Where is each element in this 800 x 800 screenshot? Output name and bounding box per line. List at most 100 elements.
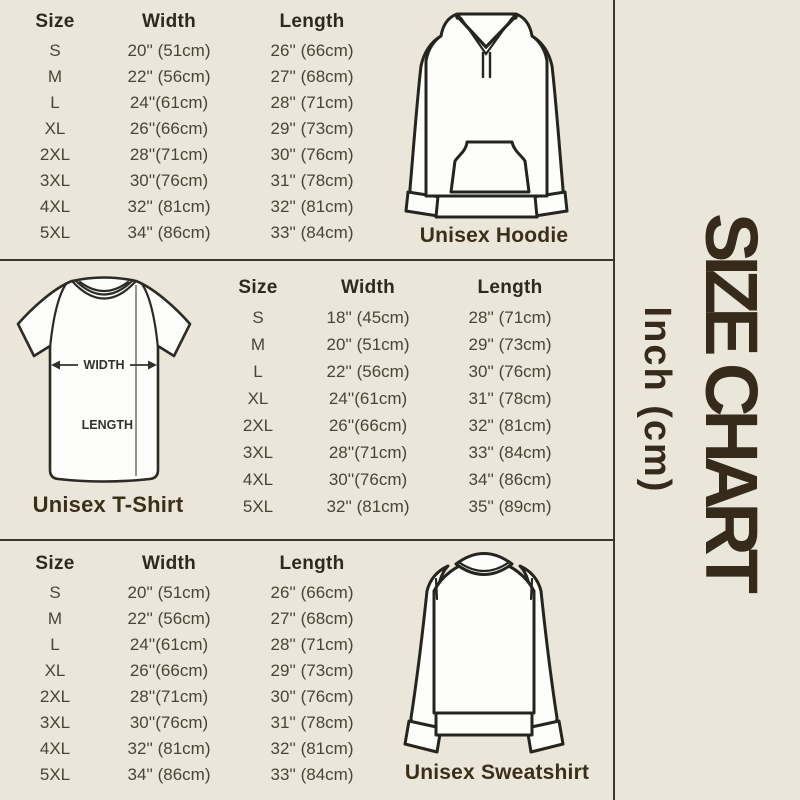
size-cell: 5XL: [39, 765, 71, 784]
sweatshirt-figure: Unisex Sweatshirt: [392, 545, 602, 785]
size-cell: S: [49, 41, 61, 60]
size-cell: M: [250, 335, 266, 354]
sweatshirt-size-table: Size Width Length S 20'' (51cm) 26'' (66cm) M 2…: [5, 548, 391, 788]
width-label: WIDTH: [84, 358, 125, 372]
size-cell: L: [50, 635, 60, 654]
size-cell: 4XL: [39, 739, 71, 758]
size-cell: S: [252, 308, 264, 327]
measurement-cell: 29'' (73cm): [270, 119, 354, 138]
measurement-cell: 34'' (86cm): [127, 223, 211, 242]
size-cell: 3XL: [39, 713, 71, 732]
column-header: Size: [35, 11, 75, 32]
measurement-cell: 22'' (56cm): [326, 362, 410, 381]
measurement-cell: 28''(71cm): [129, 145, 209, 164]
measurement-cell: 31'' (78cm): [270, 171, 354, 190]
measurement-cell: 24''(61cm): [129, 93, 209, 112]
size-cell: L: [253, 362, 263, 381]
size-cell: 2XL: [242, 416, 274, 435]
measurement-cell: 35'' (89cm): [468, 497, 552, 516]
divider-side-panel: [613, 0, 615, 800]
measurement-cell: 31'' (78cm): [270, 713, 354, 732]
size-cell: 4XL: [39, 197, 71, 216]
size-cell: 5XL: [242, 497, 274, 516]
tshirt-figure: WIDTH LENGTH Unisex T-Shirt: [8, 272, 208, 518]
measurement-cell: 20'' (51cm): [127, 583, 211, 602]
divider-tshirt-sweatshirt: [0, 539, 615, 541]
measurement-cell: 28'' (71cm): [270, 635, 354, 654]
measurement-cell: 28''(71cm): [328, 443, 408, 462]
measurement-cell: 27'' (68cm): [270, 609, 354, 628]
measurement-cell: 26''(66cm): [129, 661, 209, 680]
measurement-cell: 26''(66cm): [328, 416, 408, 435]
measurement-cell: 22'' (56cm): [127, 67, 211, 86]
measurement-cell: 32'' (81cm): [127, 739, 211, 758]
measurement-cell: 30''(76cm): [129, 171, 209, 190]
width-arrowhead-right: [148, 360, 157, 370]
size-cell: 3XL: [242, 443, 274, 462]
column-header: Length: [279, 553, 345, 574]
measurement-cell: 28'' (71cm): [468, 308, 552, 327]
measurement-cell: 26''(66cm): [129, 119, 209, 138]
hoodie-figure: Unisex Hoodie: [395, 5, 593, 248]
size-chart-unit: Inch (cm): [636, 306, 678, 494]
measurement-cell: 30'' (76cm): [270, 687, 354, 706]
size-chart-title: SIZE CHART: [690, 213, 773, 587]
measurement-cell: 28'' (71cm): [270, 93, 354, 112]
measurement-cell: 32'' (81cm): [326, 497, 410, 516]
measurement-cell: 30''(76cm): [129, 713, 209, 732]
size-cell: 4XL: [242, 470, 274, 489]
size-cell: S: [49, 583, 61, 602]
size-cell: 2XL: [39, 145, 71, 164]
column-header: Length: [279, 11, 345, 32]
hoodie-label: Unisex Hoodie: [419, 224, 569, 247]
size-cell: XL: [247, 389, 269, 408]
hoodie-illustration: [404, 12, 569, 219]
size-cell: 5XL: [39, 223, 71, 242]
measurement-cell: 33'' (84cm): [270, 765, 354, 784]
column-header: Length: [477, 277, 543, 298]
measurement-cell: 20'' (51cm): [326, 335, 410, 354]
size-cell: M: [47, 609, 63, 628]
tshirt-illustration: WIDTH LENGTH: [16, 276, 192, 483]
measurement-cell: 29'' (73cm): [468, 335, 552, 354]
measurement-cell: 26'' (66cm): [270, 41, 354, 60]
divider-hoodie-tshirt: [0, 259, 615, 261]
column-header: Size: [238, 277, 278, 298]
size-cell: M: [47, 67, 63, 86]
size-cell: XL: [44, 119, 66, 138]
measurement-cell: 32'' (81cm): [270, 197, 354, 216]
column-header: Size: [35, 553, 75, 574]
measurement-cell: 34'' (86cm): [127, 765, 211, 784]
column-header: Width: [141, 553, 197, 574]
column-header: Width: [340, 277, 396, 298]
measurement-cell: 22'' (56cm): [127, 609, 211, 628]
size-cell: 2XL: [39, 687, 71, 706]
size-cell: XL: [44, 661, 66, 680]
measurement-cell: 32'' (81cm): [468, 416, 552, 435]
size-cell: 3XL: [39, 171, 71, 190]
tshirt-label: Unisex T-Shirt: [32, 492, 184, 517]
measurement-cell: 32'' (81cm): [127, 197, 211, 216]
measurement-cell: 34'' (86cm): [468, 470, 552, 489]
measurement-cell: 27'' (68cm): [270, 67, 354, 86]
length-label: LENGTH: [82, 418, 133, 432]
measurement-cell: 24''(61cm): [129, 635, 209, 654]
hoodie-size-table: Size Width Length S 20'' (51cm) 26'' (66cm) M 2…: [5, 6, 391, 246]
measurement-cell: 18'' (45cm): [326, 308, 410, 327]
column-header: Width: [141, 11, 197, 32]
measurement-cell: 30'' (76cm): [270, 145, 354, 164]
sweatshirt-illustration: [403, 552, 565, 754]
measurement-cell: 30'' (76cm): [468, 362, 552, 381]
measurement-cell: 20'' (51cm): [127, 41, 211, 60]
sweatshirt-label: Unisex Sweatshirt: [404, 761, 590, 784]
measurement-cell: 24''(61cm): [328, 389, 408, 408]
measurement-cell: 33'' (84cm): [270, 223, 354, 242]
measurement-cell: 31'' (78cm): [468, 389, 552, 408]
measurement-cell: 30''(76cm): [328, 470, 408, 489]
width-arrowhead-left: [51, 360, 60, 370]
tshirt-size-table: Size Width Length S 18'' (45cm) 28'' (71cm) M 2…: [214, 272, 586, 520]
measurement-cell: 32'' (81cm): [270, 739, 354, 758]
measurement-cell: 29'' (73cm): [270, 661, 354, 680]
size-cell: L: [50, 93, 60, 112]
